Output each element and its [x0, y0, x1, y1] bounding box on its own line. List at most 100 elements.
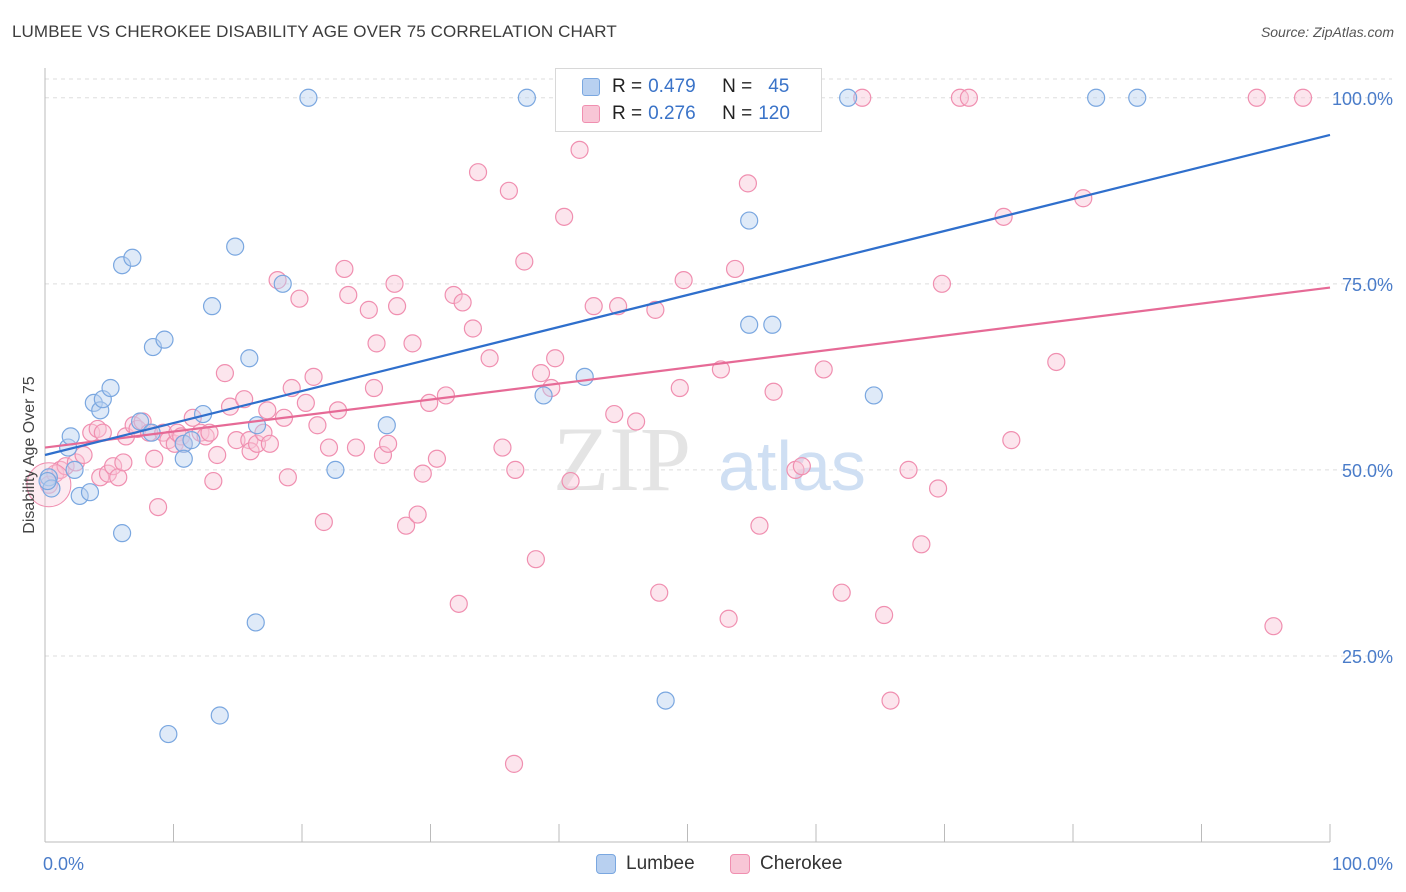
- cherokee-point: [436, 386, 456, 405]
- lumbee-point: [246, 613, 265, 632]
- cherokee-points: [26, 88, 1313, 773]
- cherokee-point: [584, 297, 603, 316]
- cherokee-point: [605, 404, 624, 424]
- cherokee-point: [335, 259, 354, 279]
- cherokee-point: [396, 516, 416, 535]
- cherokee-point: [420, 393, 439, 413]
- legend-r-label: R =: [612, 103, 643, 124]
- cherokee-point: [912, 535, 931, 554]
- cherokee-point: [764, 382, 783, 401]
- lumbee-point: [112, 256, 132, 275]
- lumbee-point: [763, 315, 782, 334]
- legend-n-label: N =: [722, 76, 753, 97]
- lumbee-point: [182, 431, 201, 450]
- lumbee-point: [575, 367, 594, 386]
- lumbee-point: [202, 297, 222, 316]
- lumbee-legend-swatch: [596, 854, 616, 874]
- cherokee-point: [278, 468, 297, 487]
- cherokee-point: [626, 412, 646, 431]
- cherokee-point: [378, 434, 398, 453]
- cherokee-point: [296, 393, 315, 413]
- cherokee-point: [646, 300, 665, 319]
- lumbee-point: [84, 393, 103, 413]
- cherokee-point: [546, 349, 565, 368]
- cherokee-point: [570, 140, 589, 159]
- watermark-zip: ZIP: [553, 408, 691, 510]
- cherokee-point: [241, 442, 260, 461]
- cherokee-point: [260, 434, 279, 453]
- lumbee-point: [61, 427, 80, 446]
- y-tick-label: 75.0%: [1342, 275, 1393, 295]
- lumbee-point: [534, 386, 553, 405]
- cherokee-point: [1247, 88, 1266, 107]
- cherokee-point: [650, 583, 669, 602]
- cherokee-point: [66, 453, 85, 472]
- cherokee-point: [1264, 617, 1283, 636]
- lumbee-points: [38, 88, 1147, 744]
- y-tick-label: 50.0%: [1342, 461, 1393, 481]
- cherokee-point: [853, 88, 872, 107]
- cherokee-point: [561, 471, 580, 491]
- cherokee-point: [346, 438, 366, 457]
- cherokee-point: [932, 274, 952, 293]
- cherokee-point: [792, 457, 811, 476]
- x-tick-label-max: 100.0%: [1332, 854, 1393, 874]
- legend-item-lumbee: Lumbee: [596, 852, 695, 876]
- cherokee-point: [670, 378, 689, 398]
- lumbee-point: [226, 237, 245, 256]
- cherokee-point: [56, 457, 75, 476]
- cherokee-point: [215, 364, 234, 383]
- cherokee-point: [385, 274, 404, 293]
- cherokee-point: [104, 457, 123, 476]
- lumbee-point: [740, 211, 759, 230]
- cherokee-point: [204, 471, 223, 491]
- lumbee-point: [155, 330, 174, 349]
- cherokee-point: [258, 401, 277, 420]
- lumbee-point: [273, 274, 292, 293]
- source-label: Source: ZipAtlas.com: [1260, 24, 1394, 40]
- lumbee-point: [864, 386, 883, 405]
- cherokee-point: [1002, 431, 1021, 450]
- cherokee-point: [875, 605, 894, 625]
- lumbee-point: [38, 471, 57, 491]
- cherokee-point: [674, 271, 693, 290]
- legend-row-cherokee: R = 0.276 N = 120: [582, 102, 790, 126]
- lumbee-point: [91, 401, 110, 420]
- cherokee-point: [531, 364, 551, 383]
- cherokee-point: [413, 464, 432, 483]
- lumbee-point: [123, 248, 142, 267]
- cherokee-point: [427, 449, 447, 468]
- lumbee-point: [240, 349, 259, 368]
- cherokee-point: [364, 378, 384, 398]
- legend-n-value: 45: [768, 76, 790, 97]
- lumbee-point: [326, 460, 345, 479]
- stats-legend: R = 0.479 N = 45 R = 0.276 N = 120: [555, 68, 822, 132]
- lumbee-point: [1128, 88, 1147, 107]
- cherokee-point: [480, 349, 499, 368]
- cherokee-point: [314, 512, 333, 532]
- cherokee-point: [515, 252, 534, 271]
- cherokee-point: [499, 181, 518, 200]
- cherokee-point: [738, 174, 757, 193]
- cherokee-point: [339, 285, 358, 305]
- cherokee-legend-swatch: [730, 854, 750, 874]
- x-tick-label-min: 0.0%: [43, 854, 84, 874]
- cherokee-point: [367, 334, 386, 353]
- watermark-atlas: atlas: [718, 427, 866, 505]
- legend-r-value: 0.479: [648, 76, 696, 97]
- cherokee-point: [254, 423, 273, 442]
- cherokee-point: [148, 497, 168, 517]
- lumbee-point: [740, 315, 759, 334]
- y-tick-label: 100.0%: [1332, 89, 1393, 109]
- cherokee-point: [881, 691, 900, 710]
- lumbee-point: [174, 449, 193, 468]
- chart-title: LUMBEE VS CHEROKEE DISABILITY AGE OVER 7…: [12, 22, 617, 41]
- cherokee-point: [359, 300, 378, 319]
- lumbee-trend-line: [44, 133, 1331, 457]
- lumbee-point: [839, 88, 858, 107]
- cherokee-point: [145, 449, 164, 468]
- cherokee-point: [555, 207, 574, 226]
- lumbee-point: [247, 416, 267, 435]
- cherokee-point: [468, 163, 488, 182]
- cherokee-point: [899, 460, 918, 479]
